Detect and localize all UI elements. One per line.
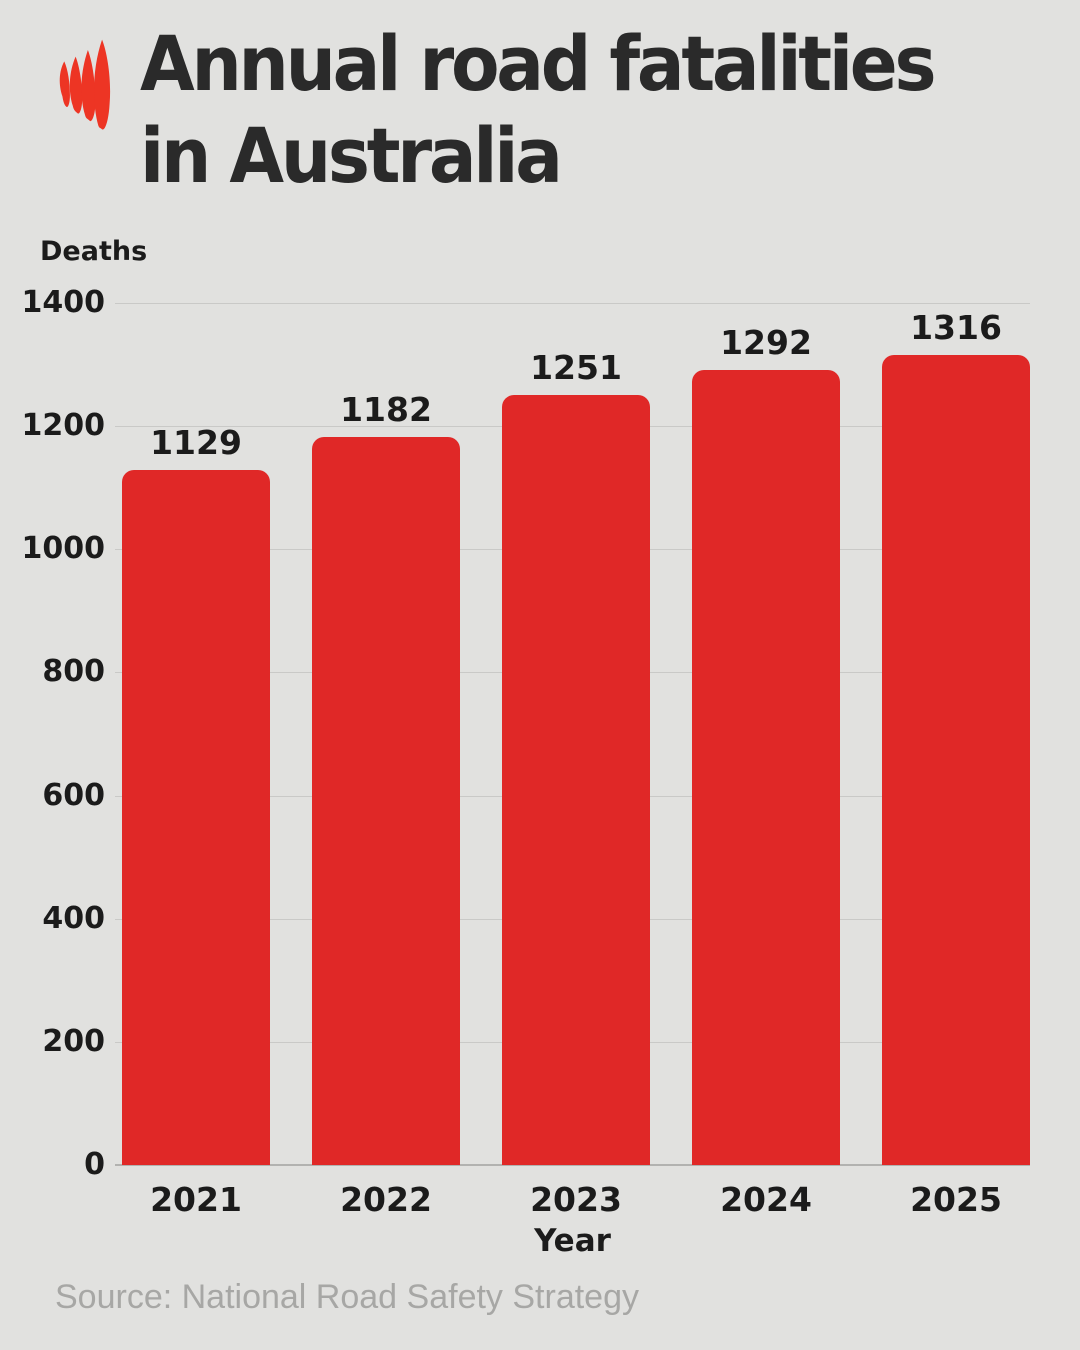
y-tick-label-0: 0 bbox=[84, 1147, 105, 1182]
gridline-1400 bbox=[115, 303, 1030, 304]
page-title: Annual road fatalities in Australia bbox=[140, 18, 1005, 202]
y-tick-label-1400: 1400 bbox=[21, 285, 106, 320]
bar-value-label-2023: 1251 bbox=[530, 347, 622, 387]
y-tick-label-800: 800 bbox=[42, 654, 105, 690]
bar-2023: 1251 bbox=[502, 348, 650, 1165]
x-tick-label-2024: 2024 bbox=[720, 1180, 812, 1219]
bar-2022: 1182 bbox=[312, 390, 460, 1165]
bar-value-label-2021: 1129 bbox=[150, 422, 242, 462]
x-tick-label-2021: 2021 bbox=[150, 1180, 242, 1219]
bar-2021: 1129 bbox=[122, 423, 270, 1165]
x-axis-title: Year bbox=[534, 1223, 611, 1259]
bar-value-label-2022: 1182 bbox=[340, 390, 432, 430]
x-tick-label-2023: 2023 bbox=[530, 1180, 622, 1219]
bar-2024: 1292 bbox=[692, 323, 840, 1165]
x-tick-label-2022: 2022 bbox=[340, 1180, 432, 1219]
y-axis-title: Deaths bbox=[40, 236, 148, 267]
bar-2025: 1316 bbox=[882, 308, 1030, 1165]
x-tick-label-2025: 2025 bbox=[910, 1180, 1002, 1219]
page-title-line2: in Australia bbox=[140, 111, 563, 200]
plot-area: Year 1129 2021 1182 2022 1251 2023 1292 2024 131… bbox=[115, 303, 1030, 1259]
y-tick-label-600: 600 bbox=[42, 777, 105, 813]
sbs-logo-icon bbox=[59, 39, 111, 130]
y-tick-label-1000: 1000 bbox=[21, 531, 106, 567]
page-title-line1: Annual road fatalities bbox=[140, 19, 937, 108]
bar-value-label-2025: 1316 bbox=[910, 307, 1002, 347]
y-tick-label-200: 200 bbox=[42, 1023, 105, 1059]
y-tick-label-400: 400 bbox=[42, 900, 105, 936]
y-tick-label-1200: 1200 bbox=[21, 408, 106, 444]
source-credit: Source: National Road Safety Strategy bbox=[55, 1278, 639, 1316]
bar-value-label-2024: 1292 bbox=[720, 322, 812, 362]
x-axis-baseline bbox=[115, 1164, 1030, 1166]
y-axis-ticks: 0 200 400 600 800 1000 1200 1400 bbox=[0, 287, 106, 1181]
